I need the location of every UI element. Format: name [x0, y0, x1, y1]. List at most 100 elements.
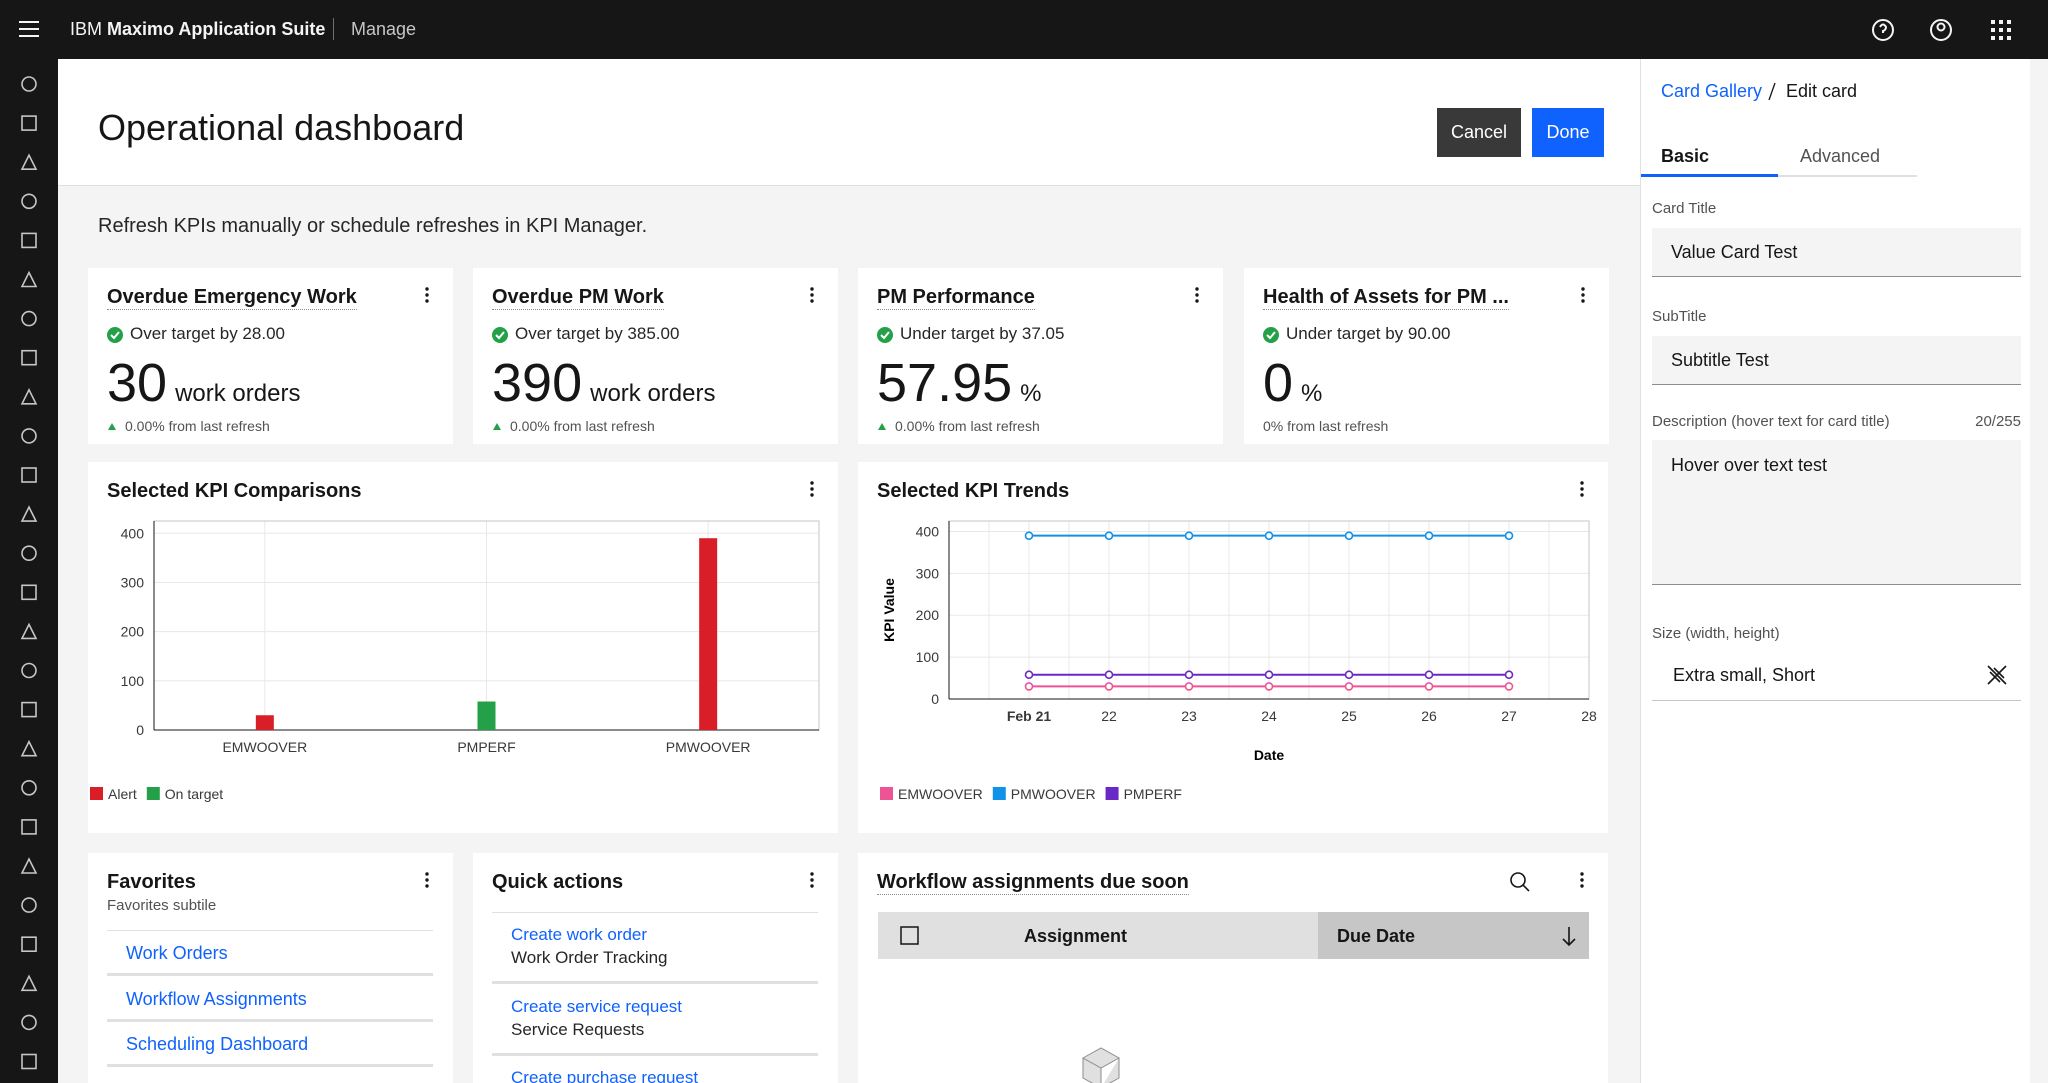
overflow-menu[interactable] — [1579, 286, 1587, 304]
dot — [1581, 293, 1585, 297]
done-button[interactable]: Done — [1532, 108, 1604, 157]
nav-icon — [21, 193, 37, 210]
point — [1344, 670, 1354, 680]
divider — [107, 1018, 433, 1022]
kebab — [1195, 287, 1199, 303]
page-title: Operational dashboard — [98, 107, 465, 148]
value-row: 30 work orders — [107, 352, 300, 414]
point — [1104, 531, 1114, 540]
nav-icon-shape — [21, 701, 37, 718]
point — [1104, 682, 1114, 691]
page-note: Refresh KPIs manually or schedule refres… — [98, 215, 648, 237]
nav-icon — [21, 349, 37, 366]
y-axis-label: KPI Value — [881, 578, 897, 642]
status-circle — [1263, 327, 1279, 343]
bar — [699, 538, 718, 730]
action-link[interactable]: Create purchase request — [511, 1068, 699, 1083]
overflow-menu[interactable] — [423, 286, 431, 304]
point — [1184, 670, 1194, 680]
legend-label: EMWOOVER — [898, 786, 983, 802]
header-icons[interactable] — [1870, 16, 2020, 44]
y-tick-label: 200 — [121, 624, 145, 640]
nav-icon — [20, 270, 38, 288]
divider — [492, 1052, 818, 1056]
favorite-link[interactable]: Workflow Assignments — [126, 988, 307, 1009]
dot — [1195, 293, 1199, 297]
workflow-card: Workflow assignments due soon Assignment D… — [858, 853, 1608, 1083]
tab[interactable]: Basic — [1661, 146, 1710, 166]
scrollbar[interactable] — [2030, 59, 2048, 1083]
input-field[interactable]: Hover over text test — [1652, 440, 2021, 585]
point — [1184, 531, 1194, 540]
y-tick-label: 200 — [916, 607, 940, 623]
value-card: Overdue PM Work Over target by 385.00 390 w… — [473, 268, 838, 444]
trend: 0% from last refresh — [1263, 418, 1388, 434]
dot — [810, 293, 814, 297]
card-title: Favorites — [107, 871, 196, 893]
tab[interactable]: Advanced — [1800, 146, 1881, 166]
dot — [1581, 287, 1585, 291]
favorite-link[interactable]: Work Orders — [126, 943, 228, 963]
overflow-menu[interactable] — [1578, 480, 1586, 498]
point — [1264, 682, 1274, 691]
overflow-menu[interactable] — [423, 871, 431, 889]
overflow-menu[interactable] — [808, 286, 816, 304]
breadcrumb-link[interactable]: Card Gallery — [1661, 81, 1763, 101]
nav-icon — [21, 1053, 37, 1070]
nav-icon-shape — [21, 1053, 37, 1070]
kebab — [1580, 481, 1584, 497]
overflow-menu[interactable] — [1193, 286, 1201, 304]
nav-icon-shape — [21, 428, 37, 444]
favorite-link[interactable]: Scheduling Dashboard — [126, 1034, 309, 1054]
nav-icon-shape — [20, 739, 38, 757]
action-link[interactable]: Create service request — [511, 996, 683, 1016]
kpi-value: 57.95 — [877, 353, 1013, 413]
kpi-unit: work orders — [175, 380, 301, 407]
input-field[interactable]: Subtitle Test — [1652, 336, 2021, 385]
divider — [107, 930, 433, 931]
page-header: Operational dashboard Cancel Done — [58, 59, 1640, 186]
column-header[interactable]: Assignment — [1024, 926, 1128, 946]
x-tick-label: Feb 21 — [1007, 708, 1052, 724]
input-field[interactable]: Extra small, Short — [1652, 651, 2021, 701]
column-header[interactable]: Due Date — [1337, 926, 1416, 946]
chart-card: 0 100 200 300 400 EMWOOVER PMPERF PMWOOVER Alert… — [88, 462, 838, 833]
overflow-menu[interactable] — [808, 871, 816, 889]
nav-icon-shape — [20, 857, 38, 874]
x-tick-label: 24 — [1261, 708, 1277, 724]
point — [1184, 682, 1194, 691]
field-value: Subtitle Test — [1671, 350, 1769, 370]
card-title: PM Performance — [877, 286, 1035, 310]
kpi-unit: % — [1301, 380, 1323, 407]
field-value: Value Card Test — [1671, 242, 1798, 262]
cancel-button[interactable]: Cancel — [1437, 108, 1521, 157]
clear-icon[interactable] — [1985, 663, 2009, 687]
x-tick-label: 28 — [1581, 708, 1597, 724]
nav-icon — [21, 76, 37, 92]
nav-icon-shape — [20, 270, 38, 288]
edit-panel: Card Gallery Edit card Basic Advanced Ca… — [1640, 59, 2031, 1083]
nav-icon-shape — [21, 897, 37, 913]
nav-icon-shape — [21, 819, 37, 835]
menu-icon[interactable] — [18, 20, 40, 38]
legend-swatch — [880, 787, 893, 800]
overflow-menu[interactable] — [1578, 871, 1586, 889]
trend-icon — [878, 423, 886, 430]
nav-icon-shape — [21, 76, 37, 92]
tab-indicator — [1641, 174, 1778, 177]
kebab — [810, 872, 814, 888]
input-field[interactable]: Value Card Test — [1652, 228, 2021, 277]
nav-icon-shape — [21, 662, 37, 679]
legend-label: Alert — [108, 786, 137, 802]
x-axis-label: Date — [1254, 747, 1285, 763]
bar — [255, 715, 274, 730]
status-text: Under target by 90.00 — [1286, 324, 1451, 343]
checkbox — [900, 926, 919, 945]
action-link[interactable]: Create work order — [511, 925, 648, 944]
status-circle — [492, 327, 508, 343]
overflow-menu[interactable] — [808, 480, 816, 498]
breadcrumb-separator — [1768, 82, 1776, 101]
nav-icon-shape — [21, 936, 37, 953]
sort-arrow — [1562, 927, 1576, 947]
y-tick-label: 0 — [931, 691, 939, 707]
